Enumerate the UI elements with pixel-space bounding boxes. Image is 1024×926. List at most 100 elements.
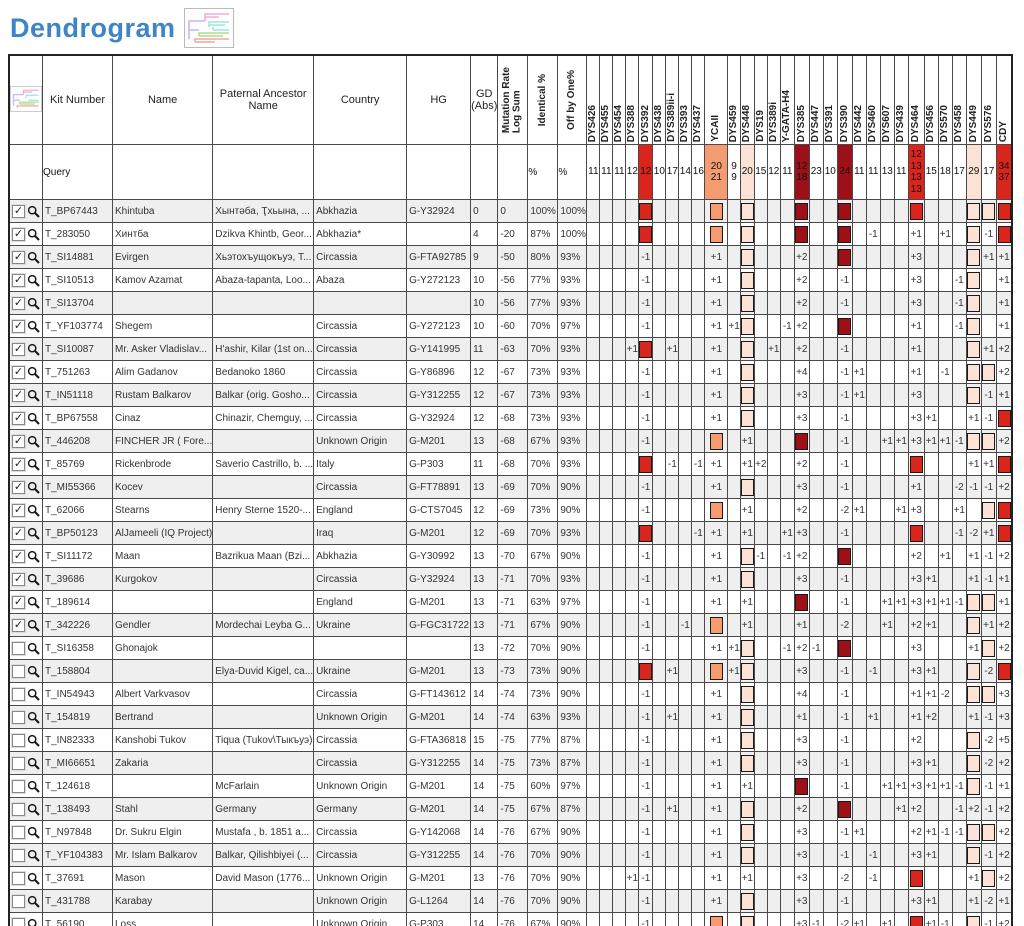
query-marker-dys448: 20 (739, 144, 755, 200)
row-checkbox[interactable]: ✓ (12, 457, 25, 471)
row-checkbox[interactable]: ✓ (12, 480, 25, 494)
row-checkbox[interactable] (12, 641, 25, 655)
magnifier-icon[interactable] (27, 389, 40, 402)
magnifier-icon[interactable] (27, 688, 40, 701)
magnifier-icon[interactable] (27, 251, 40, 264)
row-checkbox[interactable] (12, 779, 25, 793)
marker-label: DYS437 (692, 104, 704, 142)
magnifier-icon[interactable] (27, 435, 40, 448)
marker-fill-pink (967, 685, 981, 703)
marker-cell-dys393 (678, 797, 693, 821)
magnifier-icon[interactable] (27, 872, 40, 885)
marker-cell-dys437: -1 (691, 521, 706, 545)
magnifier-icon[interactable] (27, 757, 40, 770)
row-checkbox[interactable] (12, 848, 25, 862)
marker-cell-dys607 (879, 728, 895, 752)
marker-cell-dys460 (865, 199, 881, 223)
magnifier-icon[interactable] (27, 274, 40, 287)
row-checkbox[interactable] (12, 894, 25, 908)
magnifier-icon[interactable] (27, 228, 40, 241)
magnifier-icon[interactable] (27, 573, 40, 586)
row-checkbox[interactable] (12, 710, 25, 724)
magnifier-icon[interactable] (27, 642, 40, 655)
magnifier-icon[interactable] (27, 665, 40, 678)
marker-cell-dys459 (727, 429, 741, 453)
marker-fill-darkred (838, 317, 852, 335)
marker-cell-ycaii: +1 (704, 567, 729, 591)
row-checkbox[interactable]: ✓ (12, 342, 25, 356)
marker-cell-dys389ii-i: -1 (665, 452, 680, 476)
marker-cell-dys438 (652, 866, 667, 890)
row-checkbox[interactable]: ✓ (12, 365, 25, 379)
row-checkbox[interactable]: ✓ (12, 503, 25, 517)
magnifier-icon[interactable] (27, 366, 40, 379)
row-checkbox[interactable]: ✓ (12, 595, 25, 609)
magnifier-icon[interactable] (27, 619, 40, 632)
marker-cell-dys447 (808, 820, 824, 844)
magnifier-icon[interactable] (27, 918, 40, 926)
marker-cell-dys393 (678, 291, 693, 315)
marker-cell-dys438 (652, 199, 667, 223)
row-checkbox[interactable]: ✓ (12, 572, 25, 586)
row-checkbox[interactable]: ✓ (12, 319, 25, 333)
magnifier-icon[interactable] (27, 826, 40, 839)
name-cell: Evirgen (111, 245, 214, 269)
magnifier-icon[interactable] (27, 343, 40, 356)
row-checkbox[interactable] (12, 825, 25, 839)
magnifier-icon[interactable] (27, 297, 40, 310)
marker-cell-dys391 (822, 406, 838, 430)
magnifier-icon[interactable] (27, 711, 40, 724)
row-checkbox[interactable]: ✓ (12, 618, 25, 632)
magnifier-icon[interactable] (27, 481, 40, 494)
row-controls (10, 733, 42, 747)
marker-cell-dys391 (822, 774, 838, 798)
marker-fill-orange (709, 915, 723, 926)
marker-cell-dys458: -1 (951, 291, 967, 315)
row-checkbox[interactable]: ✓ (12, 549, 25, 563)
magnifier-icon[interactable] (27, 504, 40, 517)
row-checkbox[interactable]: ✓ (12, 526, 25, 540)
row-checkbox[interactable] (12, 756, 25, 770)
row-checkbox[interactable] (12, 733, 25, 747)
magnifier-icon[interactable] (27, 320, 40, 333)
marker-cell-dys576: +1 (980, 337, 997, 361)
magnifier-icon[interactable] (27, 803, 40, 816)
mutation-rate-cell: -76 (497, 866, 529, 890)
row-checkbox[interactable]: ✓ (12, 434, 25, 448)
row-checkbox[interactable]: ✓ (12, 296, 25, 310)
row-checkbox[interactable]: ✓ (12, 204, 25, 218)
magnifier-icon[interactable] (27, 527, 40, 540)
marker-cell-y-gata-h4 (779, 383, 795, 407)
row-checkbox[interactable]: ✓ (12, 250, 25, 264)
row-checkbox[interactable] (12, 664, 25, 678)
marker-cell-dys388 (625, 590, 640, 614)
row-checkbox[interactable] (12, 802, 25, 816)
magnifier-icon[interactable] (27, 849, 40, 862)
magnifier-icon[interactable] (27, 895, 40, 908)
marker-cell-dys392: -1 (638, 406, 654, 430)
marker-cell-dys442 (851, 222, 867, 246)
row-checkbox[interactable]: ✓ (12, 273, 25, 287)
row-checkbox[interactable] (12, 687, 25, 701)
table-row: ✓ T_YF103774 Shegem Circassia G-Y272123 10 -60… (8, 314, 1013, 338)
magnifier-icon[interactable] (27, 412, 40, 425)
query-marker-dys426: 11 (586, 144, 601, 200)
kit-number-cell: T_39686 (42, 567, 113, 591)
row-checkbox[interactable]: ✓ (12, 227, 25, 241)
marker-cell-dys385: +1 (793, 613, 810, 637)
row-checkbox[interactable]: ✓ (12, 388, 25, 402)
magnifier-icon[interactable] (27, 205, 40, 218)
magnifier-icon[interactable] (27, 550, 40, 563)
marker-cell-dys449 (965, 613, 982, 637)
row-checkbox[interactable] (12, 917, 25, 926)
marker-cell-dys460 (865, 383, 881, 407)
magnifier-icon[interactable] (27, 734, 40, 747)
marker-cell-dys437 (691, 245, 706, 269)
row-checkbox[interactable]: ✓ (12, 411, 25, 425)
magnifier-icon[interactable] (27, 780, 40, 793)
marker-cell-dys388 (625, 843, 640, 867)
magnifier-icon[interactable] (27, 458, 40, 471)
row-checkbox[interactable] (12, 871, 25, 885)
magnifier-icon[interactable] (27, 596, 40, 609)
marker-cell-dys459: +1 (727, 659, 741, 683)
